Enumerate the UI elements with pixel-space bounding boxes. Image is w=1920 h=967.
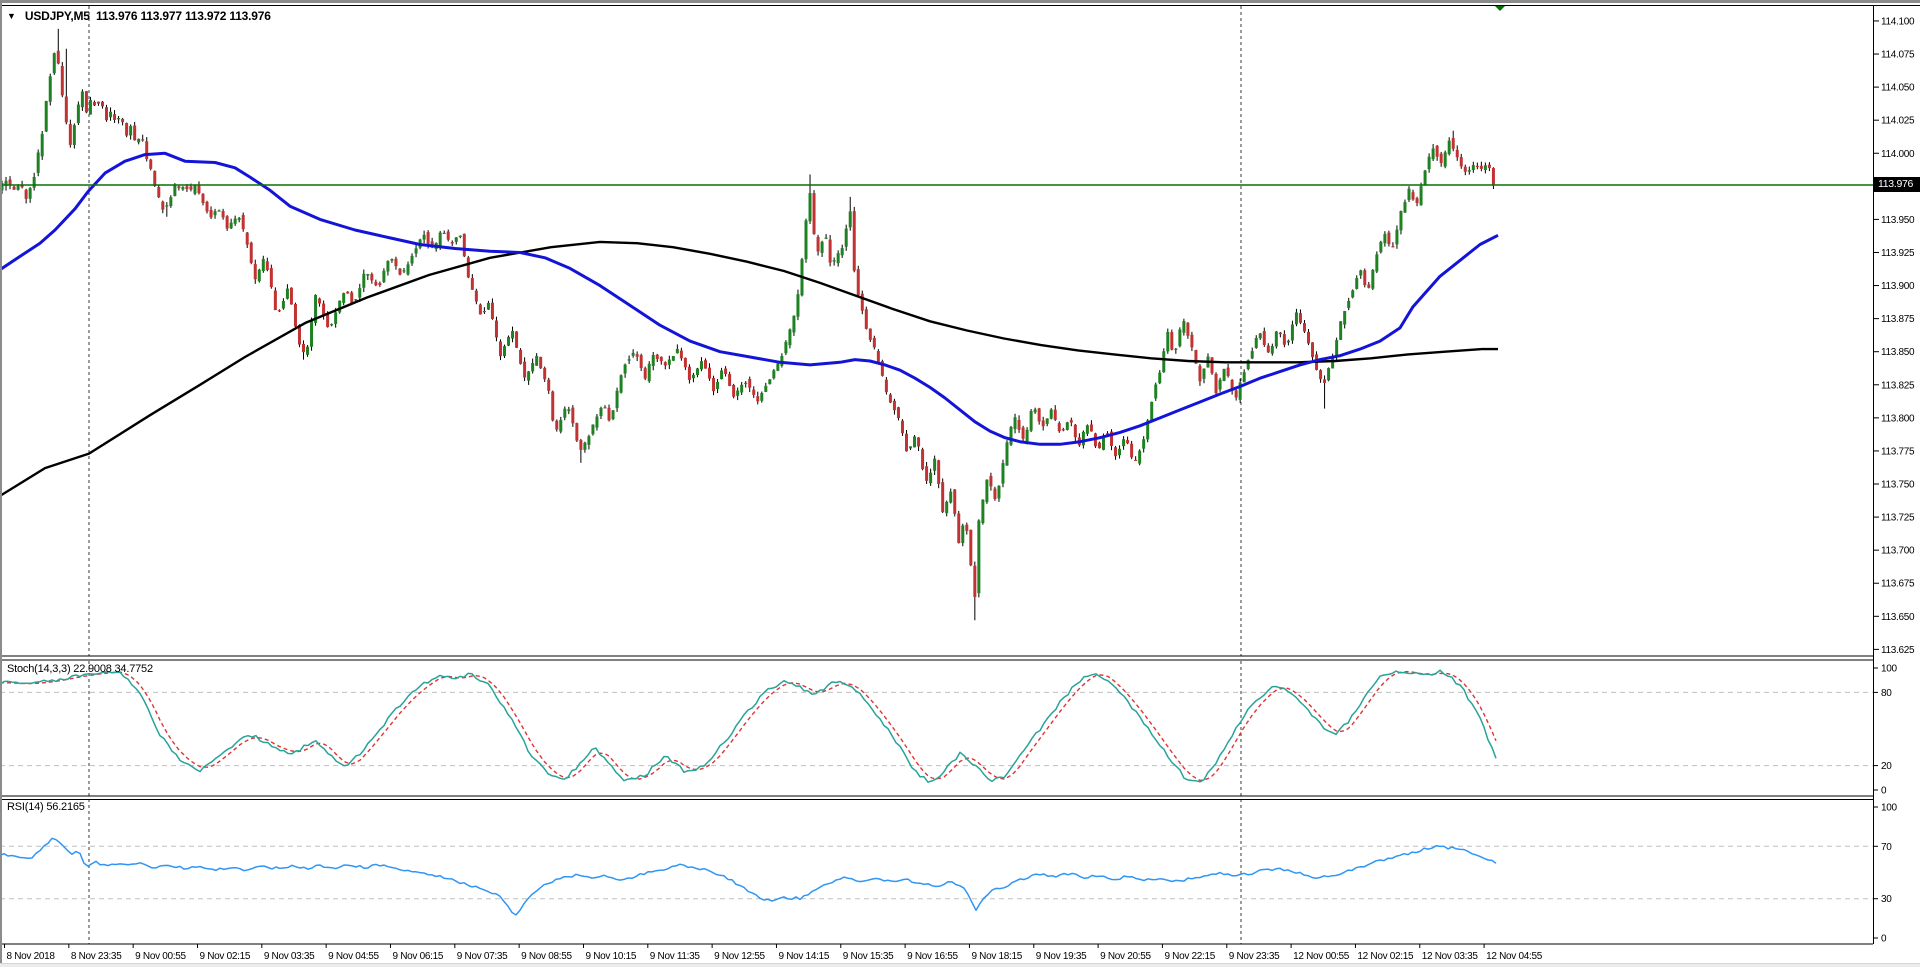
window-bottom-strip [0, 963, 1920, 967]
svg-text:30: 30 [1881, 894, 1892, 905]
last-bar-marker-icon [1494, 5, 1506, 11]
svg-text:9 Nov 10:15: 9 Nov 10:15 [585, 951, 636, 962]
svg-text:9 Nov 14:15: 9 Nov 14:15 [778, 951, 829, 962]
svg-text:9 Nov 08:55: 9 Nov 08:55 [521, 951, 572, 962]
price-axis-labels: 114.100 114.075 114.050 114.025 114.000 113.9… [1873, 16, 1915, 656]
symbol-header: ▼ USDJPY,M5 113.976 113.977 113.972 113.… [7, 9, 271, 23]
svg-text:114.025: 114.025 [1881, 116, 1915, 127]
svg-text:0: 0 [1881, 934, 1887, 945]
svg-text:113.700: 113.700 [1881, 546, 1915, 557]
svg-text:114.100: 114.100 [1881, 16, 1915, 27]
svg-text:113.625: 113.625 [1881, 645, 1915, 656]
svg-text:113.925: 113.925 [1881, 248, 1915, 259]
stoch-lines [0, 669, 1497, 783]
svg-text:100: 100 [1881, 803, 1898, 814]
svg-text:113.850: 113.850 [1881, 347, 1915, 358]
svg-text:9 Nov 07:35: 9 Nov 07:35 [457, 951, 508, 962]
rsi-indicator-label: RSI(14) 56.2165 [7, 801, 85, 813]
svg-text:113.825: 113.825 [1881, 380, 1915, 391]
day-separator-lines [88, 6, 1242, 944]
svg-text:8 Nov 2018: 8 Nov 2018 [7, 951, 56, 962]
window-top-border [0, 0, 1920, 3]
svg-text:9 Nov 06:15: 9 Nov 06:15 [392, 951, 443, 962]
svg-text:9 Nov 15:35: 9 Nov 15:35 [843, 951, 894, 962]
window-left-border [0, 0, 2, 967]
svg-text:9 Nov 11:35: 9 Nov 11:35 [650, 951, 701, 962]
indicator-axis-labels: 100 80 20 0 100 70 30 0 [1873, 664, 1898, 945]
svg-text:70: 70 [1881, 842, 1892, 853]
stoch-main-line [0, 669, 1497, 783]
stoch-indicator-label: Stoch(14,3,3) 22.9008 34.7752 [7, 663, 153, 675]
svg-text:113.650: 113.650 [1881, 612, 1915, 623]
svg-text:9 Nov 20:55: 9 Nov 20:55 [1100, 951, 1151, 962]
slow-ma-line [0, 240, 1498, 497]
svg-text:9 Nov 04:55: 9 Nov 04:55 [328, 951, 379, 962]
ohlc-values: 113.976 113.977 113.972 113.976 [96, 9, 271, 23]
fast-ma-line [0, 151, 1499, 446]
candles [0, 28, 1495, 621]
indicator-level-lines [0, 691, 1873, 900]
time-axis-labels[interactable]: 8 Nov 2018 8 Nov 23:35 9 Nov 00:55 9 Nov 02… [4, 944, 1543, 962]
svg-text:8 Nov 23:35: 8 Nov 23:35 [71, 951, 122, 962]
svg-text:9 Nov 22:15: 9 Nov 22:15 [1164, 951, 1215, 962]
svg-text:9 Nov 00:55: 9 Nov 00:55 [135, 951, 186, 962]
svg-text:9 Nov 23:35: 9 Nov 23:35 [1229, 951, 1280, 962]
svg-text:113.750: 113.750 [1881, 480, 1915, 491]
stoch-signal-line [0, 670, 1497, 782]
rsi-line [0, 837, 1497, 916]
svg-text:12 Nov 00:55: 12 Nov 00:55 [1293, 951, 1350, 962]
svg-text:113.725: 113.725 [1881, 513, 1915, 524]
svg-text:9 Nov 19:35: 9 Nov 19:35 [1036, 951, 1087, 962]
svg-text:9 Nov 16:55: 9 Nov 16:55 [907, 951, 958, 962]
symbol-title: USDJPY,M5 [24, 9, 90, 23]
svg-text:9 Nov 12:55: 9 Nov 12:55 [714, 951, 765, 962]
svg-text:80: 80 [1881, 688, 1892, 699]
svg-text:114.075: 114.075 [1881, 50, 1915, 61]
panel-borders [0, 5, 1920, 945]
svg-text:113.800: 113.800 [1881, 413, 1915, 424]
svg-text:20: 20 [1881, 761, 1892, 772]
svg-text:114.000: 114.000 [1881, 149, 1915, 160]
svg-text:100: 100 [1881, 664, 1898, 675]
svg-text:113.675: 113.675 [1881, 579, 1915, 590]
symbol-collapse-icon[interactable]: ▼ [7, 11, 16, 21]
svg-text:113.950: 113.950 [1881, 215, 1915, 226]
svg-text:9 Nov 03:35: 9 Nov 03:35 [264, 951, 315, 962]
svg-text:12 Nov 03:35: 12 Nov 03:35 [1422, 951, 1479, 962]
svg-text:113.900: 113.900 [1881, 281, 1915, 292]
moving-averages [0, 151, 1499, 497]
svg-text:113.875: 113.875 [1881, 314, 1915, 325]
svg-text:9 Nov 02:15: 9 Nov 02:15 [199, 951, 250, 962]
svg-text:0: 0 [1881, 786, 1887, 797]
svg-text:113.775: 113.775 [1881, 446, 1915, 457]
svg-text:9 Nov 18:15: 9 Nov 18:15 [971, 951, 1022, 962]
current-price-badge: 113.976 [1873, 177, 1920, 192]
svg-text:12 Nov 02:15: 12 Nov 02:15 [1357, 951, 1414, 962]
svg-text:114.050: 114.050 [1881, 83, 1915, 94]
svg-text:12 Nov 04:55: 12 Nov 04:55 [1486, 951, 1543, 962]
